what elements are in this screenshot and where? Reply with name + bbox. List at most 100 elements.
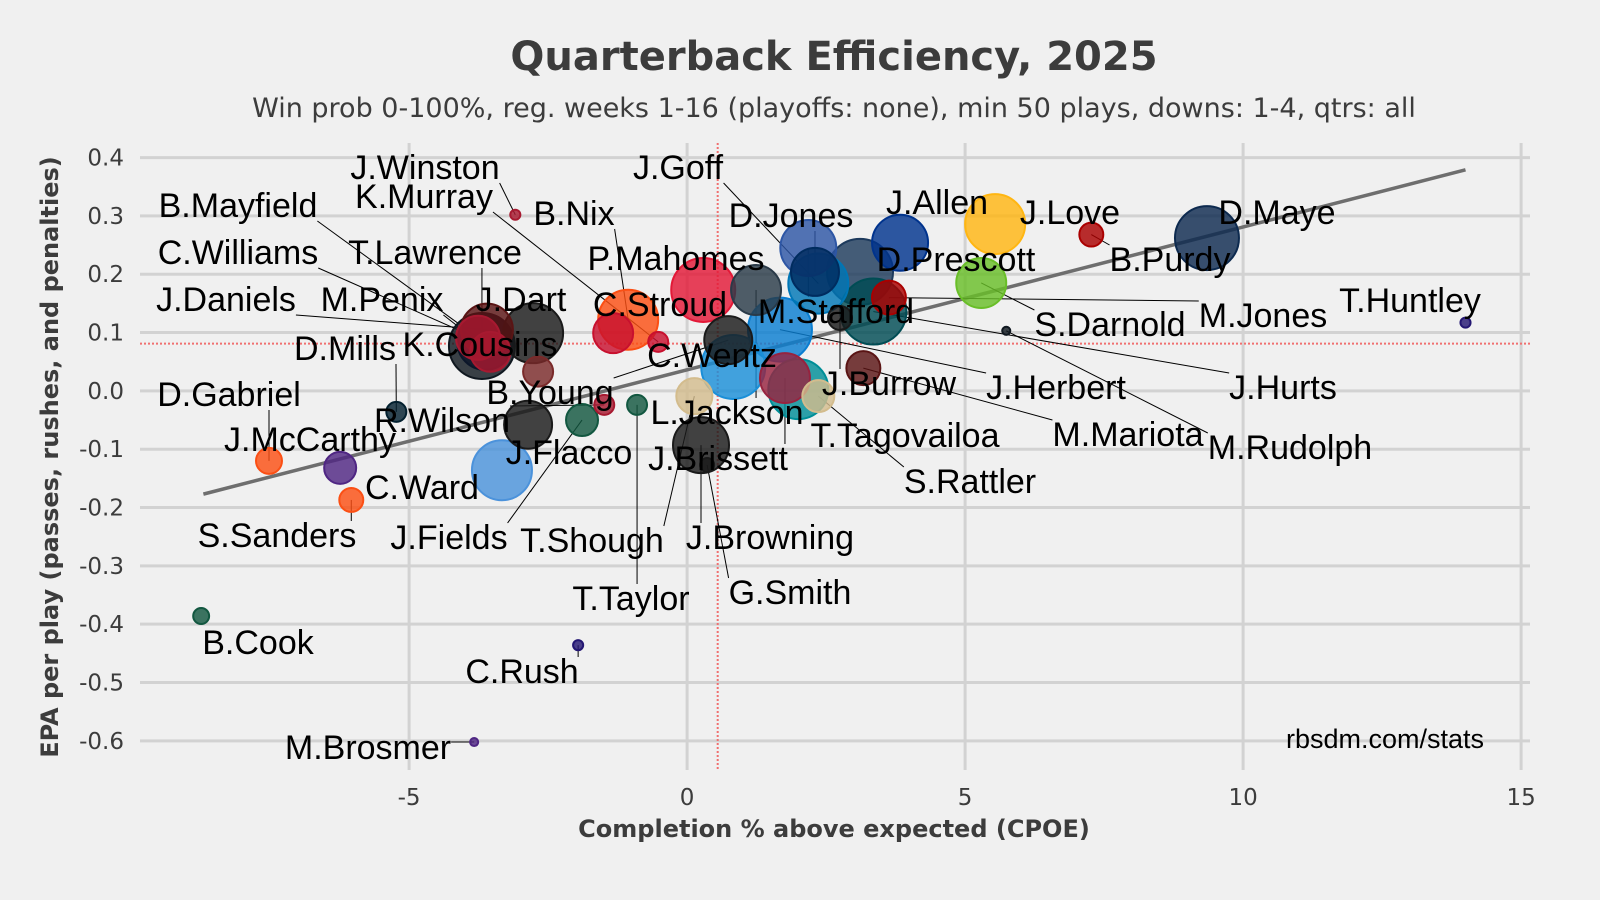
y-tick-label: -0.5: [79, 671, 124, 697]
qb-label: J.McCarthy: [224, 421, 396, 459]
regression-line: [202, 168, 1466, 496]
label-leader-line: [863, 367, 1053, 421]
qb-label: C.Williams: [158, 234, 319, 272]
qb-label: T.Taylor: [572, 580, 689, 618]
qb-label: J.Brissett: [648, 440, 788, 478]
qb-point: [470, 439, 533, 502]
chart-subtitle: Win prob 0-100%, reg. weeks 1-16 (playof…: [252, 93, 1416, 124]
x-axis-title: Completion % above expected (CPOE): [578, 815, 1090, 843]
qb-label: L.Jackson: [650, 394, 803, 432]
qb-point: [955, 256, 1008, 309]
qb-point: [1459, 316, 1472, 329]
qb-point: [703, 315, 754, 366]
y-tick-label: 0.0: [87, 379, 124, 405]
qb-label: J.Daniels: [156, 281, 296, 319]
y-axis-title: EPA per play (passes, rushes, and penalt…: [36, 156, 64, 758]
qb-label: J.Love: [1020, 194, 1120, 232]
qb-label: C.Wentz: [647, 337, 777, 375]
source-credit: rbsdm.com/stats: [1286, 724, 1484, 754]
y-tick-label: -0.4: [79, 612, 124, 638]
qb-label: D.Maye: [1218, 194, 1335, 232]
qb-point: [323, 450, 358, 485]
qb-label: M.Penix: [321, 281, 444, 319]
qb-label: J.Hurts: [1229, 369, 1337, 407]
qb-point: [758, 352, 811, 405]
fit-line-group: [202, 168, 1466, 496]
x-tick-label: 10: [1228, 785, 1257, 811]
qb-point: [572, 639, 585, 652]
qb-label: D.Jones: [729, 197, 854, 235]
qb-point: [509, 208, 522, 221]
qb-label: C.Rush: [465, 653, 578, 691]
qb-label: M.Stafford: [758, 293, 914, 331]
label-leader-line: [1006, 330, 1209, 434]
qb-point: [871, 213, 930, 272]
qb-point: [647, 330, 670, 353]
qb-point: [730, 263, 783, 316]
qb-label: P.Mahomes: [587, 240, 764, 278]
qb-point: [675, 377, 714, 416]
qb-label: C.Ward: [365, 469, 479, 507]
qb-point: [469, 736, 480, 748]
qb-label: J.Flacco: [506, 434, 633, 472]
x-tick-label: 15: [1506, 785, 1535, 811]
qb-label: T.Huntley: [1339, 282, 1481, 320]
qb-point: [870, 279, 907, 316]
qb-label: S.Sanders: [198, 517, 357, 555]
qb-label: J.Browning: [686, 519, 854, 557]
tick-labels: 0.4 0.3 0.2 0.1 0.0 -0.1 -0.2 -0.3 -0.4 -0.5 -0.6 -…: [79, 146, 1536, 811]
qb-point: [801, 379, 836, 414]
qb-label: M.Brosmer: [285, 729, 451, 767]
qb-point: [338, 486, 365, 513]
qb-label: J.Allen: [886, 184, 988, 222]
qb-label: R.Wilson: [374, 402, 510, 440]
point-labels: T.Lawrence D.Prescott J.Hurts D.Maye J.Herbe…: [156, 149, 1481, 767]
qb-label: K.Murray: [355, 178, 493, 216]
qb-label: B.Young: [486, 374, 613, 412]
chart-title: Quarterback Efficiency, 2025: [510, 34, 1157, 80]
qb-point: [192, 607, 211, 625]
y-tick-label: 0.1: [87, 321, 124, 347]
qb-point: [254, 446, 283, 475]
qb-point: [1001, 325, 1012, 336]
qb-label: J.Burrow: [822, 365, 957, 403]
qb-point: [827, 305, 853, 331]
qb-label: S.Darnold: [1034, 306, 1185, 344]
qb-point: [469, 330, 512, 373]
label-leader-line: [317, 220, 479, 339]
label-leader-line: [873, 311, 1230, 374]
qb-point: [699, 456, 716, 473]
label-leader-line: [507, 419, 583, 524]
qb-label: B.Purdy: [1110, 241, 1231, 279]
qb-label: J.Goff: [633, 149, 724, 187]
x-tick-label: 0: [680, 785, 695, 811]
qb-point: [672, 416, 731, 475]
qb-label: T.Lawrence: [348, 234, 522, 272]
qb-label: D.Gabriel: [157, 376, 301, 414]
qb-label: B.Cook: [202, 624, 314, 662]
y-tick-label: -0.1: [79, 437, 124, 463]
qb-label: M.Rudolph: [1208, 429, 1372, 467]
label-leader-line: [706, 464, 730, 579]
qb-label: J.Herbert: [986, 369, 1126, 407]
qb-point: [565, 403, 600, 438]
y-tick-label: -0.2: [79, 496, 124, 522]
qb-point: [1173, 205, 1240, 272]
label-leader-line: [779, 329, 987, 374]
label-leader-line: [888, 297, 1199, 302]
y-tick-label: 0.3: [87, 204, 124, 230]
qb-point: [592, 312, 635, 355]
qb-label: D.Mills: [294, 330, 396, 368]
qb-label: T.Shough: [520, 522, 664, 560]
qb-point: [1078, 221, 1105, 248]
data-points: [192, 193, 1472, 748]
qb-label: C.Stroud: [593, 286, 727, 324]
qb-point: [845, 350, 882, 387]
qb-point: [385, 400, 408, 423]
qb-point: [626, 393, 649, 416]
qb-label: M.Jones: [1199, 297, 1328, 335]
qb-label: B.Nix: [533, 195, 614, 233]
y-tick-label: -0.3: [79, 554, 124, 580]
qb-label: J.Fields: [390, 519, 507, 557]
